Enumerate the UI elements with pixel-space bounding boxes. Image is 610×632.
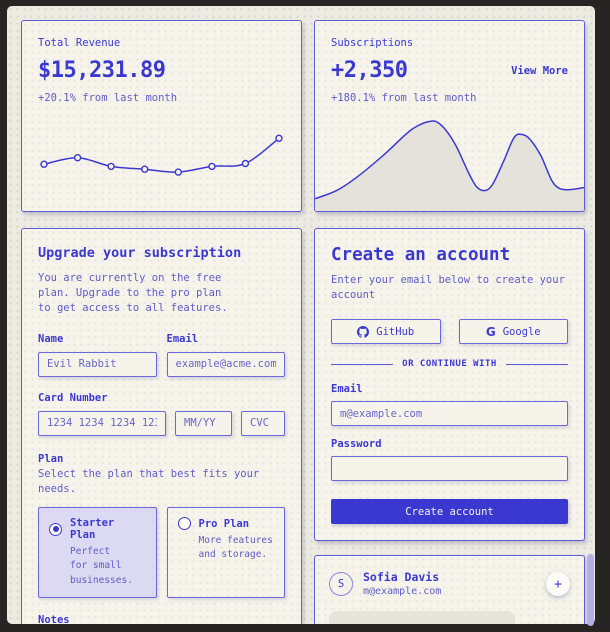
starter-plan-description: Perfect for small businesses.	[70, 546, 133, 586]
starter-plan-head: Starter Plan	[49, 517, 146, 541]
subscriptions-label: Subscriptions	[331, 37, 414, 49]
expiry-input[interactable]	[175, 410, 232, 436]
subscriptions-value: +2,350	[331, 58, 408, 83]
pro-plan-description: More features and storage.	[198, 535, 273, 561]
right-column: Create an account Enter your email below…	[314, 228, 585, 624]
oauth-buttons: GitHub G Google	[331, 319, 568, 345]
google-button-label: Google	[502, 325, 541, 338]
subscriptions-delta: +180.1% from last month	[331, 92, 477, 104]
pro-plan-head: Pro Plan	[177, 517, 275, 531]
upgrade-subscription-card: Upgrade your subscription You are curren…	[21, 228, 302, 624]
or-continue-divider: OR CONTINUE WITH	[331, 359, 568, 369]
upgrade-description: You are currently on the free plan. Upgr…	[38, 272, 228, 315]
contact-email: m@example.com	[363, 586, 442, 598]
starter-plan-name: Starter Plan	[70, 517, 115, 542]
view-more-link[interactable]: View More	[511, 64, 568, 77]
create-account-button[interactable]: Create account	[331, 499, 568, 525]
email-label: Email	[166, 332, 199, 345]
email-input[interactable]	[166, 351, 285, 377]
total-revenue-card: Total Revenue $15,231.89 +20.1% from las…	[21, 20, 302, 212]
subscriptions-card: Subscriptions +2,350 View More +180.1% f…	[314, 20, 585, 212]
google-button[interactable]: G Google	[458, 319, 568, 345]
signup-description: Enter your email below to create your ac…	[331, 274, 565, 302]
starter-plan-option[interactable]: Starter Plan Perfect for small businesse…	[38, 507, 157, 598]
contact-row: S Sofia Davis m@example.com +	[329, 570, 570, 598]
signup-email-label: Email	[331, 383, 363, 396]
github-icon	[357, 325, 370, 338]
signup-email-input[interactable]	[331, 401, 568, 427]
cvc-input[interactable]	[241, 410, 285, 436]
plus-icon: +	[554, 576, 562, 592]
scrollbar-thumb[interactable]	[587, 554, 594, 626]
create-account-card: Create an account Enter your email below…	[314, 228, 585, 542]
revenue-value: $15,231.89	[38, 58, 166, 83]
pro-plan-radio-icon[interactable]	[177, 517, 191, 531]
plan-description: Select the plan that best fits your need…	[38, 467, 260, 495]
chat-message-bubble	[329, 611, 515, 624]
github-button-label: GitHub	[376, 325, 415, 338]
dashboard-page: Total Revenue $15,231.89 +20.1% from las…	[7, 6, 595, 624]
card-number-row	[38, 410, 285, 436]
name-field-group: Name	[38, 333, 157, 377]
revenue-label: Total Revenue	[38, 37, 121, 49]
avatar: S	[329, 572, 353, 597]
avatar-initial: S	[337, 578, 345, 591]
subscriptions-header: Subscriptions +2,350 View More +180.1% f…	[315, 21, 584, 104]
revenue-delta: +20.1% from last month	[38, 92, 178, 104]
plan-label: Plan	[38, 452, 64, 465]
contact-card: S Sofia Davis m@example.com +	[314, 555, 585, 624]
signup-email-group: Email	[331, 383, 568, 427]
card-number-input[interactable]	[38, 410, 166, 436]
subscriptions-area-chart	[315, 120, 584, 211]
contact-info: Sofia Davis m@example.com	[363, 570, 441, 598]
google-icon: G	[485, 324, 496, 339]
subscriptions-value-row: +2,350 View More	[331, 58, 568, 83]
signup-password-label: Password	[331, 438, 382, 451]
signup-title: Create an account	[331, 245, 511, 265]
name-input[interactable]	[38, 351, 157, 377]
signup-password-group: Password	[331, 438, 568, 482]
card-number-label: Card Number	[38, 391, 108, 404]
pro-plan-option[interactable]: Pro Plan More features and storage.	[166, 507, 285, 598]
name-email-row: Name Email	[38, 333, 285, 377]
github-button[interactable]: GitHub	[331, 319, 441, 345]
name-label: Name	[38, 332, 64, 345]
email-field-group: Email	[166, 332, 285, 377]
pro-plan-name: Pro Plan	[198, 517, 250, 530]
contact-name: Sofia Davis	[363, 570, 440, 585]
cards-grid: Total Revenue $15,231.89 +20.1% from las…	[21, 20, 585, 624]
plan-options: Starter Plan Perfect for small businesse…	[38, 507, 285, 598]
upgrade-title: Upgrade your subscription	[38, 245, 242, 261]
revenue-line-chart	[40, 134, 283, 176]
divider-label: OR CONTINUE WITH	[402, 359, 497, 370]
starter-plan-radio-icon[interactable]	[49, 522, 62, 536]
add-contact-button[interactable]: +	[546, 572, 570, 597]
signup-password-input[interactable]	[331, 456, 568, 482]
revenue-header: Total Revenue $15,231.89 +20.1% from las…	[22, 21, 301, 104]
notes-label: Notes	[38, 613, 70, 624]
